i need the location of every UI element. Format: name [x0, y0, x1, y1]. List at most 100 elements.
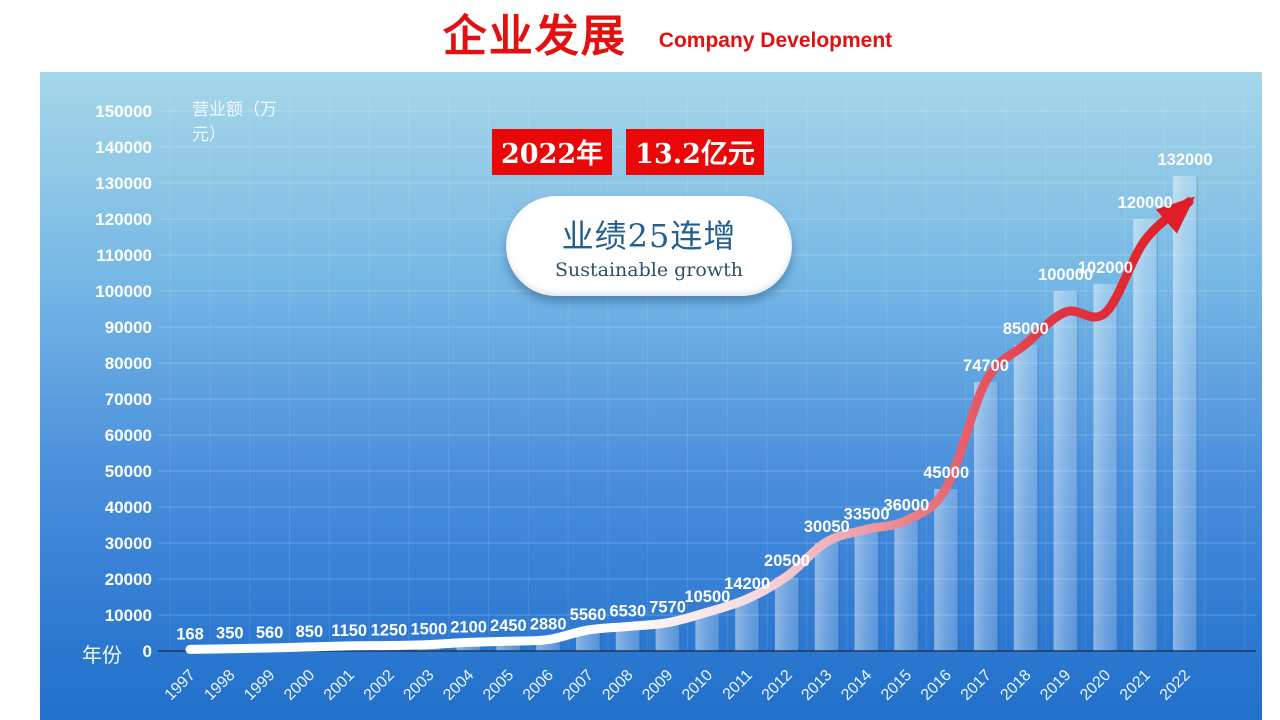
x-tick-label: 2012 [759, 667, 796, 704]
x-tick-label: 2008 [599, 667, 636, 704]
x-tick-label: 2002 [361, 667, 398, 704]
bar [1133, 219, 1158, 651]
bar-value-label: 33500 [844, 505, 890, 523]
x-axis-title: 年份 [82, 645, 122, 667]
y-tick-label: 140000 [95, 138, 152, 157]
y-tick-label: 0 [143, 642, 152, 661]
x-tick-label: 2017 [958, 667, 995, 704]
bar-value-label: 168 [176, 625, 204, 643]
x-tick-label: 2013 [798, 667, 835, 704]
highlight-badges: 2022年 13.2亿元 [492, 129, 764, 175]
y-tick-label: 130000 [95, 174, 152, 193]
x-tick-label: 2003 [400, 667, 437, 704]
x-tick-label: 2007 [560, 667, 597, 704]
bar [1013, 345, 1038, 651]
bar-value-label: 14200 [724, 575, 770, 593]
bar [576, 631, 600, 651]
bar [1173, 175, 1197, 652]
y-tick-label: 150000 [95, 102, 152, 121]
x-tick-label: 2020 [1077, 667, 1114, 704]
bar [974, 382, 998, 651]
bar-value-label: 7570 [649, 599, 686, 617]
chart-canvas: 0 10000 20000 30000 40000 50000 60000 70000 8000… [95, 93, 1256, 704]
y-tick-label: 120000 [95, 210, 152, 229]
bar [814, 542, 839, 651]
x-tick-label: 2005 [480, 667, 517, 704]
y-tick-label: 20000 [105, 570, 152, 589]
bar-value-label: 10500 [684, 588, 730, 606]
year-badge: 2022年 [492, 129, 613, 175]
x-tick-label: 2011 [720, 667, 756, 703]
bar-value-label: 30050 [804, 518, 850, 536]
bar-value-label: 1500 [410, 621, 447, 639]
x-tick-label: 2016 [918, 667, 955, 704]
x-tick-label: 2018 [997, 667, 1034, 704]
bar [934, 489, 959, 651]
bar-value-label: 36000 [883, 496, 929, 514]
y-tick-label: 80000 [105, 354, 152, 373]
page-title: 企业发展 [442, 12, 627, 61]
bar-value-label: 45000 [923, 464, 969, 482]
y-tick-label: 30000 [105, 534, 152, 553]
y-axis-title: 营业额（万元） [192, 100, 277, 144]
bar-value-label: 1250 [371, 622, 408, 640]
bar-value-label: 2880 [530, 616, 567, 634]
bar [775, 577, 799, 651]
x-tick-label: 2021 [1117, 667, 1154, 704]
x-tick-label: 2010 [679, 667, 716, 704]
bar-value-label: 5560 [570, 606, 607, 624]
bar-value-label: 102000 [1078, 259, 1133, 277]
x-tick-label: 2009 [639, 667, 676, 704]
bar-value-label: 2100 [450, 618, 487, 636]
page-subtitle: Company Development [658, 29, 893, 52]
x-tick-label: 2000 [281, 667, 318, 704]
y-tick-label: 90000 [105, 318, 152, 337]
x-tick-label: 1997 [162, 667, 199, 704]
x-tick-label: 1998 [201, 667, 238, 704]
bar-value-label: 6530 [609, 603, 646, 621]
x-tick-label: 2014 [838, 667, 875, 704]
chart-panel: 0 10000 20000 30000 40000 50000 60000 70000 8000… [40, 72, 1262, 720]
bar-value-label: 850 [296, 623, 324, 641]
bar-value-label: 74700 [963, 357, 1009, 375]
amount-badge: 13.2亿元 [626, 129, 764, 175]
x-tick-label: 2001 [321, 667, 358, 704]
bar-value-label: 1150 [331, 622, 367, 640]
bar-value-label: 350 [216, 625, 244, 643]
bar-value-label: 85000 [1003, 320, 1049, 338]
x-tick-label: 2019 [1037, 667, 1074, 704]
bar [615, 627, 640, 651]
bar [1093, 283, 1118, 651]
trend-line [185, 197, 1194, 654]
x-tick-label: 2006 [520, 667, 557, 704]
x-tick-label: 2004 [440, 667, 477, 704]
bar-value-label: 560 [256, 624, 284, 642]
x-tick-label: 2015 [878, 667, 915, 704]
bar [536, 640, 561, 651]
y-tick-label: 110000 [96, 246, 152, 265]
bar [496, 642, 521, 651]
bar [456, 643, 481, 651]
callout-bubble: 业绩25连增 Sustainable growth [506, 196, 792, 296]
bar [1053, 291, 1078, 651]
y-tick-label: 40000 [105, 498, 152, 517]
bar-value-label: 120000 [1118, 194, 1173, 212]
x-tick-label: 2022 [1157, 667, 1194, 704]
y-tick-label: 50000 [105, 462, 152, 481]
slide-header: 企业发展 Company Development [0, 0, 1280, 72]
x-tick-label: 1999 [241, 667, 278, 704]
bar-value-label: 20500 [764, 552, 810, 570]
trend-arrowhead [1155, 196, 1195, 234]
y-tick-label: 10000 [105, 606, 152, 625]
bar [894, 521, 919, 651]
bar-value-label: 2450 [490, 617, 527, 635]
bar-value-label: 100000 [1038, 266, 1093, 284]
y-tick-label: 70000 [105, 390, 152, 409]
bar [695, 613, 720, 651]
bar [735, 599, 760, 651]
y-tick-label: 100000 [95, 282, 152, 301]
callout-subtitle: Sustainable growth [555, 259, 743, 281]
y-tick-label: 60000 [105, 426, 152, 445]
bar [854, 530, 879, 651]
